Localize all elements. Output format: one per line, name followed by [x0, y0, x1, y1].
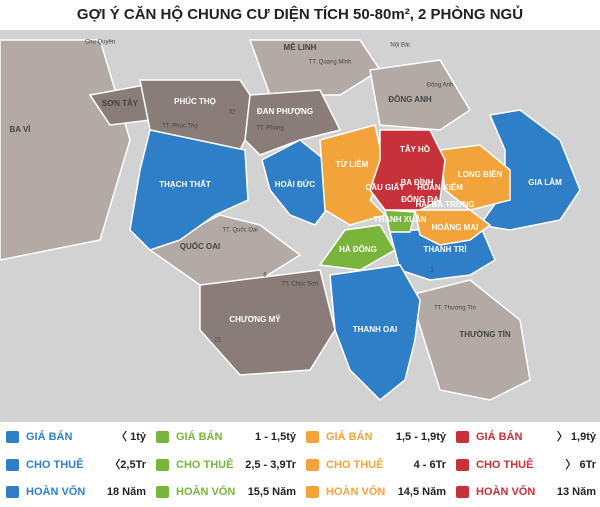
- map-label: THANH XUÂN: [374, 215, 427, 224]
- map-label: TT. Phúc Thọ: [162, 124, 198, 130]
- map-label: GIA LÂM: [528, 178, 562, 187]
- map-label: HOÀN KIẾM: [417, 182, 463, 192]
- legend-value: 〈 1tỷ: [116, 430, 147, 443]
- map-label: Nội Bài: [390, 43, 409, 49]
- legend-value: 1 - 1,5tỷ: [255, 431, 297, 443]
- regions: [0, 39, 581, 402]
- map-label: BA ĐÌNH: [400, 178, 433, 187]
- map-label: ĐAN PHƯỢNG: [257, 107, 313, 116]
- map-label: TỪ LIÊM: [336, 160, 369, 169]
- map-label: Chu Quyên: [85, 40, 115, 46]
- legend-label: HOÀN VỐN: [326, 484, 385, 498]
- legend-icon: [456, 486, 469, 498]
- map-label: TT. Quang Minh: [309, 60, 352, 66]
- legend-label: HOÀN VỐN: [176, 484, 235, 498]
- map-label: HÀ ĐÔNG: [339, 245, 377, 254]
- map-label: CẦU GIẤY: [365, 182, 405, 192]
- legend-label: CHO THUÊ: [176, 458, 233, 471]
- map-label: MÊ LINH: [284, 43, 317, 52]
- legend-label: HOÀN VỐN: [26, 484, 85, 498]
- map-label: CHƯƠNG MỸ: [229, 315, 281, 324]
- legend-label: CHO THUÊ: [26, 458, 83, 471]
- legend-icon: [6, 431, 19, 443]
- map-label: THANH TRÌ: [423, 245, 466, 254]
- map-label: ĐÔNG ANH: [388, 95, 431, 104]
- map-label: THANH OAI: [353, 325, 397, 334]
- map-label: TT. Quốc Oai: [222, 228, 257, 234]
- legend-label: CHO THUÊ: [476, 458, 533, 471]
- legend-label: HOÀN VỐN: [476, 484, 535, 498]
- map-label: Đông Anh: [427, 83, 453, 89]
- map-label: PHÚC THỌ: [174, 97, 216, 106]
- legend: GIÁ BÁN 〈 1tỷ CHO THUÊ 〈2,5Tr HOÀN VỐN 18 Năm…: [6, 430, 597, 498]
- legend-value: 〉 1,9tỷ: [557, 430, 597, 443]
- map-label: QUỐC OAI: [180, 241, 220, 251]
- road-number: 1: [430, 268, 434, 274]
- legend-icon: [306, 486, 319, 498]
- legend-value: 4 - 6Tr: [414, 459, 447, 471]
- legend-value: 14,5 Năm: [398, 486, 447, 498]
- legend-label: CHO THUÊ: [326, 458, 383, 471]
- legend-icon: [6, 486, 19, 498]
- legend-label: GIÁ BÁN: [176, 430, 223, 443]
- map-label: SƠN TÂY: [102, 99, 139, 108]
- legend-icon: [156, 459, 169, 471]
- legend-icon: [156, 431, 169, 443]
- legend-label: GIÁ BÁN: [26, 430, 73, 443]
- legend-value: 1,5 - 1,9tỷ: [396, 431, 447, 443]
- legend-value: 15,5 Năm: [248, 486, 297, 498]
- map-label: TT. Phùng: [256, 126, 283, 132]
- map-labels: Chu Quyên MÊ LINH TT. Quang Minh Nội Bài…: [9, 40, 562, 344]
- map-label: LONG BIÊN: [458, 170, 503, 179]
- legend-icon: [456, 431, 469, 443]
- map-label: BA VÌ: [9, 125, 30, 134]
- map-label: TT. Chúc Sơn: [282, 282, 319, 288]
- legend-value: 〈2,5Tr: [109, 458, 146, 471]
- map-label: HAI BÀ TRƯNG: [415, 200, 474, 209]
- legend-value: 〉 6Tr: [565, 458, 596, 471]
- legend-value: 18 Năm: [107, 486, 146, 498]
- map-label: THẠCH THẤT: [159, 179, 211, 189]
- legend-icon: [156, 486, 169, 498]
- map-label: TÂY HỒ: [400, 144, 430, 154]
- map-label: HOÀI ĐỨC: [275, 180, 316, 189]
- legend-icon: [6, 459, 19, 471]
- legend-label: GIÁ BÁN: [326, 430, 373, 443]
- map-label: THƯỜNG TÍN: [459, 330, 510, 339]
- map-label: ĐỐNG ĐA: [401, 194, 439, 204]
- legend-label: GIÁ BÁN: [476, 430, 523, 443]
- legend-icon: [306, 459, 319, 471]
- map: Chu Quyên MÊ LINH TT. Quang Minh Nội Bài…: [0, 30, 600, 422]
- title: GỢI Ý CĂN HỘ CHUNG CƯ DIỆN TÍCH 50-80m²,…: [77, 5, 523, 23]
- road-number: 21: [215, 338, 222, 344]
- map-label: TT. Thường Tín: [434, 306, 476, 312]
- legend-value: 2,5 - 3,9Tr: [245, 459, 296, 471]
- legend-icon: [306, 431, 319, 443]
- legend-value: 13 Năm: [557, 486, 596, 498]
- legend-icon: [456, 459, 469, 471]
- road-number: 32: [229, 110, 236, 116]
- road-number: 6: [263, 273, 267, 279]
- map-label: HOÀNG MAI: [432, 223, 479, 232]
